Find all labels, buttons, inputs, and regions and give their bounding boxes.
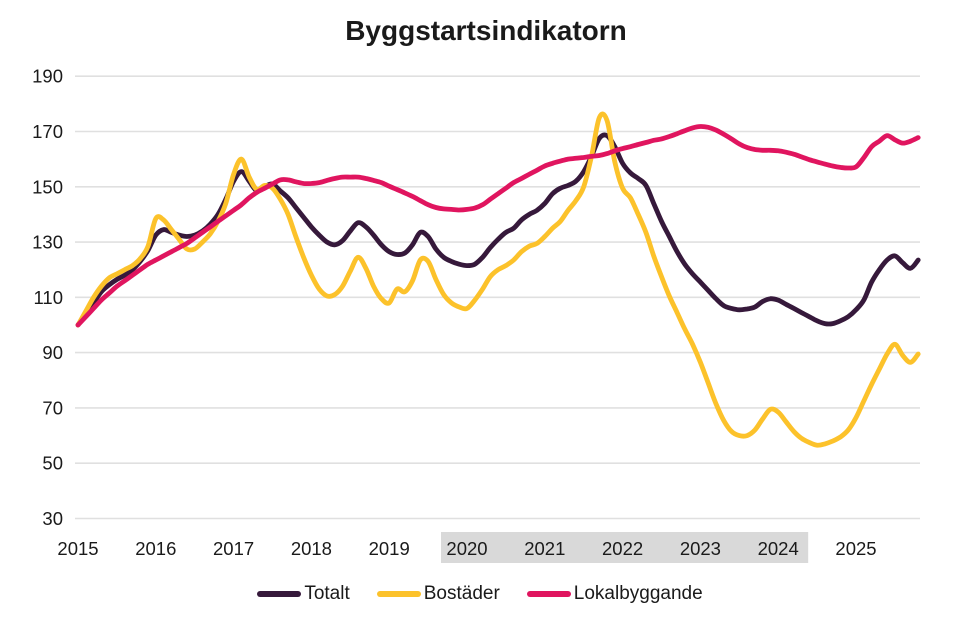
- x-tick-label: 2017: [213, 538, 254, 559]
- y-tick-label: 70: [42, 397, 63, 418]
- y-tick-label: 30: [42, 508, 63, 529]
- legend-label-lokalbyggande: Lokalbyggande: [573, 583, 703, 604]
- x-axis-highlight-band: [441, 532, 809, 563]
- x-tick-label: 2023: [680, 538, 721, 559]
- legend-label-bost-der: Bostäder: [423, 583, 500, 604]
- series-line-lokalbyggande: [75, 124, 921, 328]
- series-lines: [75, 111, 921, 448]
- x-tick-label: 2019: [369, 538, 410, 559]
- y-tick-label: 130: [32, 232, 63, 253]
- gridlines: [75, 75, 920, 520]
- y-tick-label: 170: [32, 121, 63, 142]
- y-tick-label: 190: [32, 66, 63, 87]
- legend-item-lokalbyggande: Lokalbyggande: [526, 583, 703, 604]
- x-tick-label: 2016: [135, 538, 176, 559]
- legend-swatch-lokalbyggande: [526, 590, 571, 597]
- x-tick-label: 2020: [446, 538, 487, 559]
- x-tick-label: 2015: [57, 538, 98, 559]
- x-tick-label: 2024: [758, 538, 799, 559]
- y-tick-label: 90: [42, 342, 63, 363]
- y-axis-labels: 30 50 70 90 110 130 150 170 190: [32, 66, 63, 529]
- legend-swatch-bost-der: [376, 590, 421, 597]
- y-tick-label: 50: [42, 453, 63, 474]
- legend-item-totalt: Totalt: [257, 583, 350, 604]
- x-tick-label: 2022: [602, 538, 643, 559]
- series-line-bost-der: [75, 111, 921, 448]
- legend-label-totalt: Totalt: [304, 583, 350, 604]
- legend-item-bost-der: Bostäder: [376, 583, 500, 604]
- x-tick-label: 2018: [291, 538, 332, 559]
- series-line-totalt: [75, 132, 921, 328]
- x-tick-label: 2021: [524, 538, 565, 559]
- y-tick-label: 110: [34, 287, 64, 308]
- chart-title: Byggstartsindikatorn: [345, 15, 627, 46]
- y-tick-label: 150: [32, 176, 63, 197]
- x-tick-label: 2025: [835, 538, 876, 559]
- x-axis-highlight-band-rect: [441, 532, 809, 563]
- legend-swatch-totalt: [257, 590, 302, 597]
- chart-legend: Totalt Bostäder Lokalbyggande: [0, 584, 960, 603]
- x-axis-labels: 2015 2016 2017 2018 2019 2020 2021 2022 2023 2024…: [57, 538, 876, 559]
